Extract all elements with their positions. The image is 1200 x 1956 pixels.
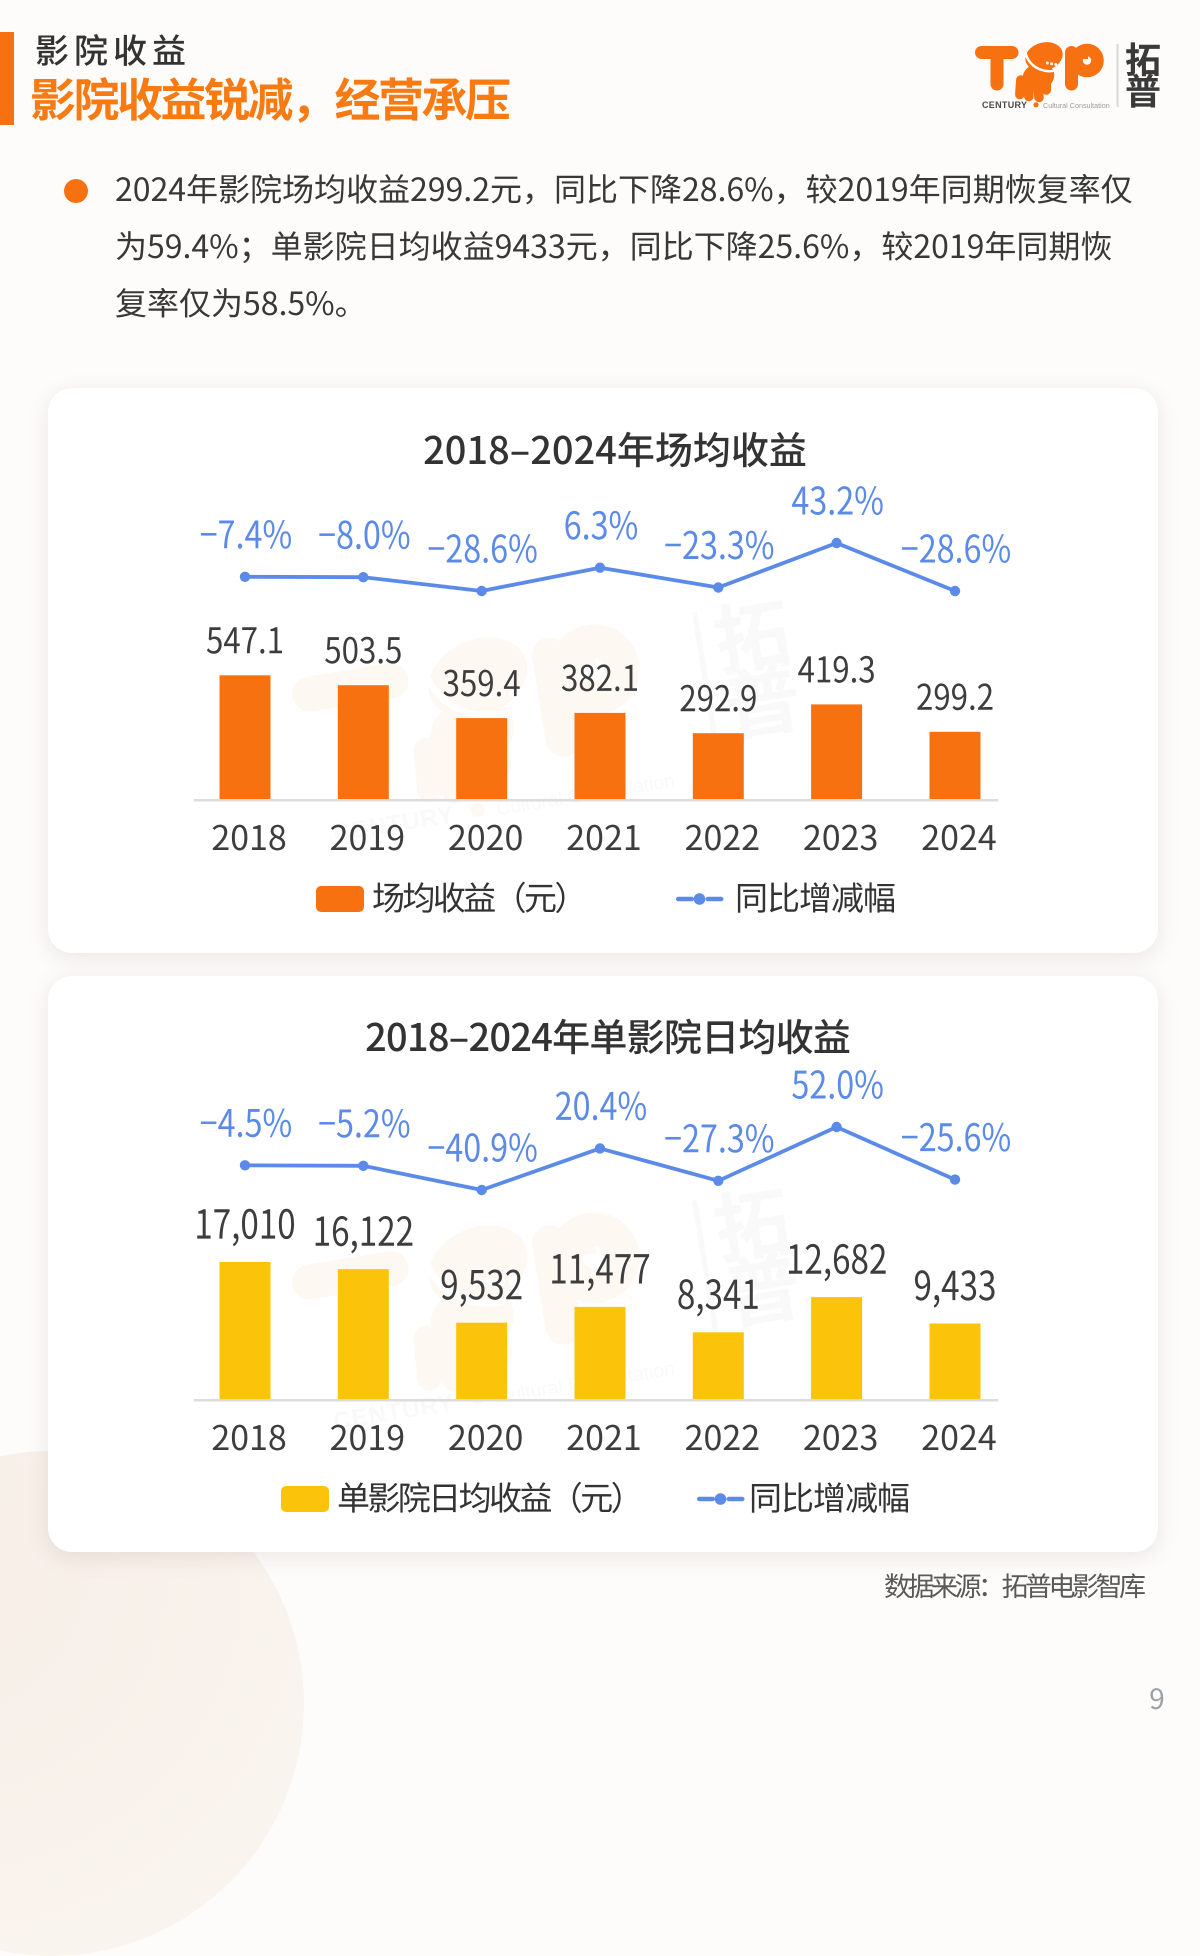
svg-text:CENTURY: CENTURY (982, 100, 1027, 110)
svg-text:Cultural Consultation: Cultural Consultation (1043, 101, 1110, 110)
svg-text:CENTURY: CENTURY (332, 801, 457, 847)
